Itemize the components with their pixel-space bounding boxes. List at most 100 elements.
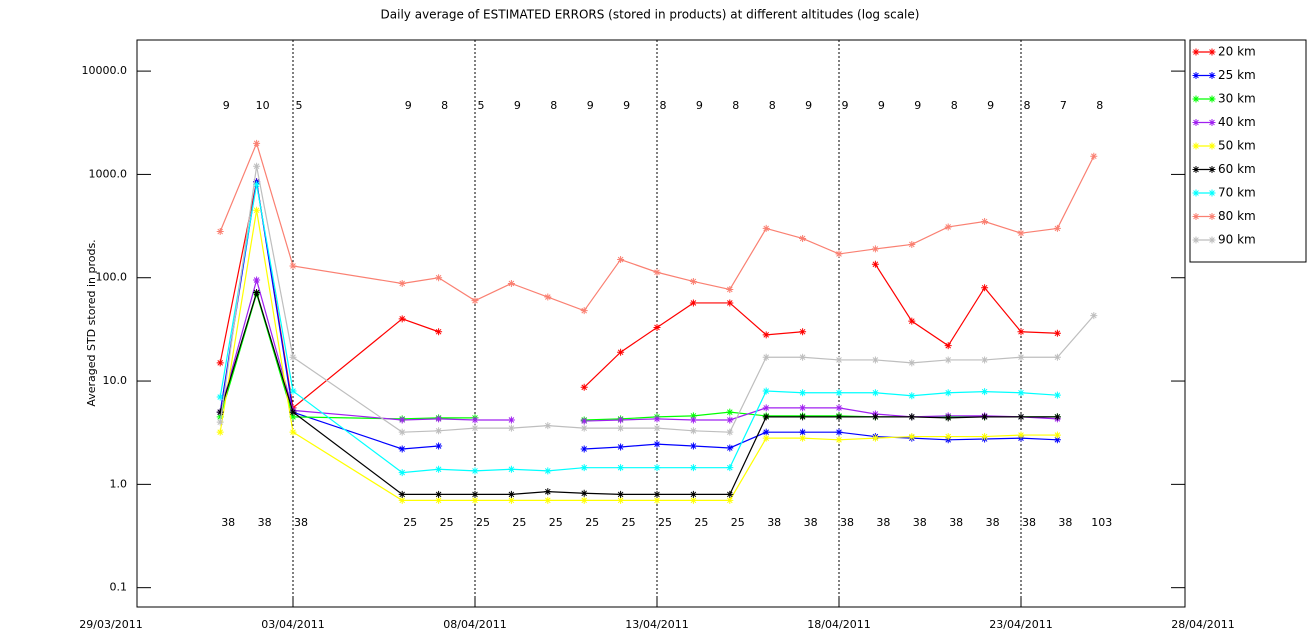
point-marker: [398, 490, 406, 498]
point-marker: [435, 465, 443, 473]
count-label: 8: [951, 99, 958, 112]
point-marker: [1017, 413, 1025, 421]
y-tick-label: 100.0: [96, 271, 128, 284]
y-tick-label: 1.0: [110, 477, 128, 490]
point-marker: [944, 389, 952, 397]
point-marker: [216, 393, 224, 401]
point-marker: [253, 139, 261, 147]
legend-marker: [1192, 48, 1216, 56]
point-marker: [726, 464, 734, 472]
count-label: 38: [986, 516, 1000, 529]
legend-marker: [1192, 213, 1216, 220]
point-marker: [871, 389, 879, 397]
count-label: 9: [223, 99, 230, 112]
point-marker: [981, 218, 989, 226]
count-label: 9: [587, 99, 594, 112]
x-tick-label: 08/04/2011: [443, 618, 506, 631]
point-marker: [1017, 431, 1025, 439]
count-label: 8: [660, 99, 667, 112]
legend-marker: [1192, 166, 1216, 173]
point-marker: [726, 299, 734, 307]
point-marker: [799, 434, 807, 442]
point-marker: [398, 279, 406, 287]
legend-label: 80 km: [1218, 209, 1256, 223]
point-marker: [653, 496, 661, 504]
legend-marker: [1192, 119, 1216, 126]
point-marker: [544, 496, 552, 504]
count-label: 25: [694, 516, 708, 529]
point-marker: [726, 285, 734, 293]
point-marker: [908, 359, 916, 367]
point-marker: [653, 415, 661, 423]
count-label: 38: [1058, 516, 1072, 529]
count-label: 38: [949, 516, 963, 529]
point-marker: [689, 416, 697, 424]
point-marker: [289, 353, 297, 361]
point-marker: [762, 413, 770, 421]
point-marker: [689, 496, 697, 504]
point-marker: [908, 413, 916, 421]
point-marker: [544, 422, 552, 430]
point-marker: [289, 408, 297, 416]
point-marker: [580, 496, 588, 504]
point-marker: [799, 353, 807, 361]
legend-marker: [1192, 142, 1216, 150]
x-tick-label: 13/04/2011: [625, 618, 688, 631]
count-label: 8: [1096, 99, 1103, 112]
point-marker: [398, 428, 406, 436]
point-marker: [835, 250, 843, 258]
point-marker: [871, 260, 879, 268]
point-marker: [944, 356, 952, 364]
point-marker: [471, 424, 479, 432]
point-marker: [799, 413, 807, 421]
point-marker: [617, 464, 625, 472]
point-marker: [689, 442, 697, 450]
point-marker: [653, 268, 661, 276]
point-marker: [1053, 224, 1061, 232]
count-label: 38: [913, 516, 927, 529]
point-marker: [653, 464, 661, 472]
point-marker: [507, 416, 515, 424]
y-axis-label: Averaged STD stored in prods.: [85, 239, 98, 406]
point-marker: [471, 490, 479, 498]
count-label: 8: [1024, 99, 1031, 112]
point-marker: [216, 418, 224, 426]
point-marker: [580, 489, 588, 497]
series-line: [219, 184, 1058, 474]
point-marker: [398, 469, 406, 477]
point-marker: [689, 299, 697, 307]
count-label: 8: [441, 99, 448, 112]
legend-box: [1189, 39, 1307, 263]
point-marker: [617, 416, 625, 424]
x-tick-label: 28/04/2011: [1171, 618, 1234, 631]
point-marker: [981, 413, 989, 421]
point-marker: [871, 356, 879, 364]
point-marker: [726, 416, 734, 424]
point-marker: [617, 496, 625, 504]
legend-label: 70 km: [1218, 186, 1256, 200]
count-label: 10: [256, 99, 270, 112]
count-label: 8: [769, 99, 776, 112]
point-marker: [1053, 353, 1061, 361]
point-marker: [871, 434, 879, 442]
count-label: 8: [732, 99, 739, 112]
count-label: 38: [804, 516, 818, 529]
point-marker: [617, 348, 625, 356]
point-marker: [216, 413, 224, 421]
legend-label: 20 km: [1218, 45, 1256, 59]
point-marker: [981, 356, 989, 364]
count-label: 9: [696, 99, 703, 112]
legend-label: 40 km: [1218, 115, 1256, 129]
legend-label: 90 km: [1218, 233, 1256, 247]
y-tick-label: 1000.0: [89, 167, 128, 180]
point-marker: [617, 443, 625, 451]
point-marker: [835, 413, 843, 421]
count-label: 9: [623, 99, 630, 112]
count-label: 38: [1022, 516, 1036, 529]
point-marker: [799, 328, 807, 336]
point-marker: [253, 206, 261, 214]
count-label: 9: [405, 99, 412, 112]
point-marker: [835, 428, 843, 436]
legend-marker: [1192, 95, 1216, 103]
